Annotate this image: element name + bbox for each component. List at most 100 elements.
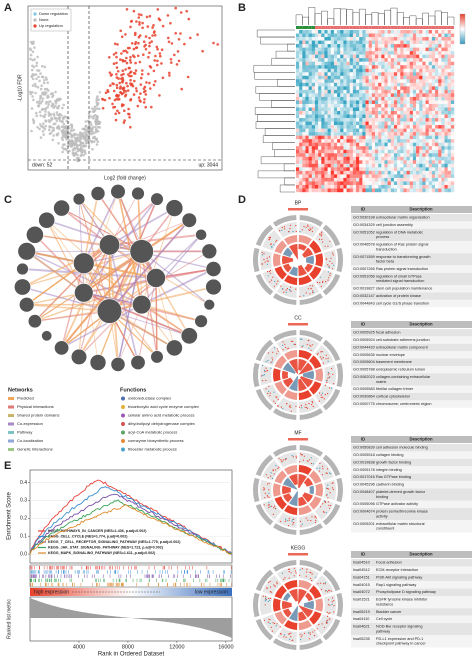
heatmap-cell xyxy=(381,72,385,76)
network-node xyxy=(90,186,106,201)
heatmap-cell xyxy=(397,58,401,62)
heatmap-cell xyxy=(324,47,328,52)
volcano-point xyxy=(106,90,110,93)
heatmap-cell xyxy=(356,128,360,133)
heatmap-cell xyxy=(359,174,363,179)
heatmap-cell xyxy=(368,86,373,91)
table-header-cell: Description xyxy=(409,207,432,212)
count-ring xyxy=(274,240,287,254)
table-cell: nuclear envelope xyxy=(376,353,405,357)
heatmap-cell xyxy=(327,58,331,62)
heatmap-cell xyxy=(324,167,328,172)
network-edge xyxy=(46,219,85,294)
gene-dot xyxy=(310,288,312,290)
volcano-point xyxy=(170,42,174,45)
heatmap-cell xyxy=(340,135,344,140)
heatmap-cell xyxy=(428,37,433,41)
heatmap-cell xyxy=(299,96,303,101)
gene-dot xyxy=(295,288,297,290)
heatmap-cell xyxy=(393,86,398,91)
volcano-point xyxy=(84,128,87,132)
gene-dot xyxy=(286,288,288,290)
heatmap-cell xyxy=(403,163,407,168)
group-bar xyxy=(422,26,426,29)
heatmap-cell xyxy=(327,160,331,165)
heatmap-cell xyxy=(318,47,322,52)
heatmap-cell xyxy=(441,149,445,154)
network-edge xyxy=(155,234,202,279)
heatmap-cell xyxy=(403,184,407,189)
gene-dot xyxy=(265,598,267,600)
heatmap-cell xyxy=(444,61,448,66)
zscore-bar xyxy=(302,492,314,503)
heatmap-cell xyxy=(346,181,350,186)
gene-dot xyxy=(292,522,295,524)
heatmap-cell xyxy=(381,30,385,34)
volcano-point xyxy=(46,105,49,109)
heatmap-cell xyxy=(321,125,325,129)
heatmap-cell xyxy=(419,37,423,41)
gene-dot xyxy=(322,503,324,505)
heatmap-cell xyxy=(397,184,401,189)
volcano-point xyxy=(66,129,69,132)
heatmap-cell xyxy=(318,72,322,76)
heatmap-cell xyxy=(371,135,376,140)
heatmap-cell xyxy=(324,181,328,186)
heatmap-cell xyxy=(359,184,363,189)
heatmap-cell xyxy=(393,170,398,175)
heatmap-cell xyxy=(371,44,376,48)
outer-ring xyxy=(253,592,260,618)
heatmap-cell xyxy=(397,51,401,55)
table-cell: EGFR tyrosine kinase inhibitor resistance xyxy=(376,598,428,607)
heatmap-cell xyxy=(359,30,363,34)
heatmap-cell xyxy=(393,79,398,84)
group-bar xyxy=(390,26,394,29)
heatmap-cell xyxy=(368,33,373,38)
table-row xyxy=(351,588,472,596)
gene-dot xyxy=(290,340,292,342)
heatmap-cell xyxy=(302,188,306,193)
table-row xyxy=(351,400,472,408)
heatmap-cell xyxy=(438,107,442,112)
heatmap-cell xyxy=(308,72,312,76)
heatmap-cell xyxy=(314,149,319,154)
heatmap-cell xyxy=(450,163,455,168)
heatmap-cell xyxy=(305,184,309,189)
heatmap-cell xyxy=(368,107,373,112)
heatmap-cell xyxy=(403,107,407,112)
heatmap-cell xyxy=(435,135,439,140)
heatmap-cell xyxy=(305,47,309,52)
heatmap-cell xyxy=(412,96,417,101)
heatmap-cell xyxy=(412,125,417,129)
heatmap-cell xyxy=(390,47,395,52)
heatmap-cell xyxy=(296,181,300,186)
heatmap-cell xyxy=(447,93,452,98)
heatmap-cell xyxy=(378,174,382,179)
heatmap-cell xyxy=(435,128,439,133)
scatter-ring xyxy=(299,282,320,298)
volcano-point xyxy=(157,17,161,21)
heatmap-cell xyxy=(431,139,436,143)
heatmap-cell xyxy=(318,146,322,150)
heatmap-cell xyxy=(416,68,420,73)
heatmap-cell xyxy=(387,121,391,126)
heatmap-cell xyxy=(343,167,347,172)
heatmap-cell xyxy=(359,86,363,91)
heatmap-cell xyxy=(419,30,423,34)
heatmap-cell xyxy=(314,177,319,182)
outer-ring xyxy=(255,224,274,247)
heatmap-cell xyxy=(371,149,376,154)
heatmap-cell xyxy=(308,44,312,48)
volcano-point xyxy=(52,106,56,109)
heatmap-cell xyxy=(381,100,385,105)
heatmap-cell xyxy=(412,139,417,143)
heatmap-cell xyxy=(378,58,382,62)
heatmap-cell xyxy=(447,96,452,101)
heatmap-cell xyxy=(340,132,344,136)
heatmap-cell xyxy=(346,142,350,147)
heatmap-cell xyxy=(321,33,325,38)
gene-dot xyxy=(281,460,283,462)
volcano-point xyxy=(68,149,71,153)
heatmap-cell xyxy=(378,188,382,193)
heatmap-cell xyxy=(314,160,319,165)
